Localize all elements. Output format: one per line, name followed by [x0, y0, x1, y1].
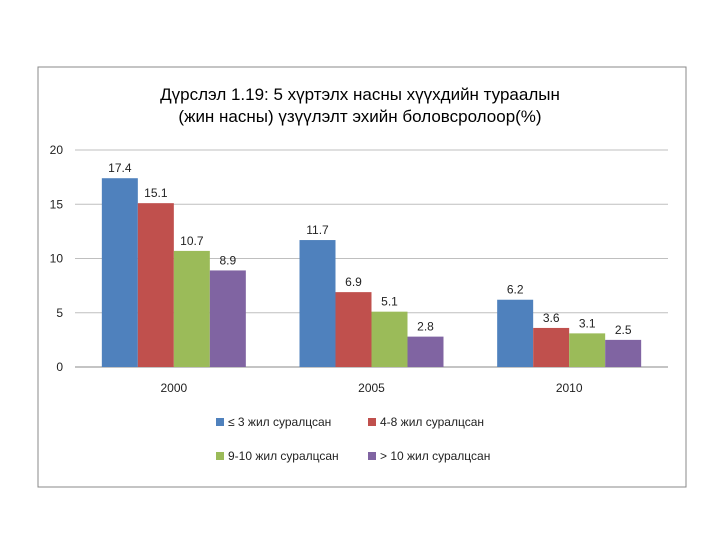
- x-axis-ticks: 2000 2005 2010: [160, 381, 582, 395]
- x-tick-label: 2005: [358, 381, 385, 395]
- data-label: 11.7: [306, 223, 329, 237]
- legend-entry: > 10 жил суралцсан: [380, 449, 490, 463]
- legend-swatch: [216, 418, 224, 426]
- data-label: 10.7: [180, 234, 204, 248]
- y-axis-ticks: 0 5 10 15 20: [50, 143, 64, 374]
- y-tick-label: 10: [50, 252, 64, 266]
- data-label: 8.9: [219, 253, 236, 267]
- data-label: 6.9: [345, 275, 362, 289]
- bar-2000-series-2: [137, 203, 174, 367]
- legend-swatch: [368, 418, 376, 426]
- bars: [101, 178, 642, 367]
- bar-2000-series-4: [209, 270, 246, 367]
- legend-entry: 9-10 жил суралцсан: [228, 449, 339, 463]
- y-tick-label: 0: [56, 360, 63, 374]
- y-tick-label: 15: [50, 197, 64, 211]
- legend-entry: ≤ 3 жил суралцсан: [228, 415, 331, 429]
- bar-2010-series-1: [497, 299, 534, 367]
- legend: ≤ 3 жил суралцсан 4-8 жил суралцсан 9-10 ж…: [216, 415, 490, 463]
- y-tick-label: 5: [56, 306, 63, 320]
- legend-entry: 4-8 жил суралцсан: [380, 415, 484, 429]
- data-label: 5.1: [381, 295, 398, 309]
- bar-2005-series-3: [371, 311, 408, 367]
- bar-2010-series-2: [533, 327, 570, 367]
- data-label: 3.6: [543, 311, 560, 325]
- y-tick-label: 20: [50, 143, 64, 157]
- data-label: 17.4: [108, 161, 132, 175]
- bar-2005-series-2: [335, 292, 372, 367]
- data-label: 3.1: [579, 316, 596, 330]
- data-label: 2.5: [615, 323, 632, 337]
- chart-title-line-2: (жин насны) үзүүлэлт эхийн боловсролоор(…: [178, 107, 541, 126]
- data-label: 15.1: [144, 186, 168, 200]
- chart-title-line-1: Дүрслэл 1.19: 5 хүртэлх насны хүүхдийн т…: [160, 85, 560, 104]
- x-tick-label: 2000: [160, 381, 187, 395]
- bar-2000-series-1: [101, 178, 138, 367]
- data-label: 6.2: [507, 283, 524, 297]
- legend-swatch: [368, 452, 376, 460]
- bar-2005-series-4: [407, 336, 444, 367]
- bar-2010-series-3: [569, 333, 606, 367]
- bar-2010-series-4: [605, 339, 642, 367]
- legend-swatch: [216, 452, 224, 460]
- bar-2005-series-1: [299, 240, 336, 367]
- x-tick-label: 2010: [556, 381, 583, 395]
- data-label: 2.8: [417, 320, 434, 334]
- bar-2000-series-3: [173, 250, 210, 367]
- data-labels: 17.4 15.1 10.7 8.9 11.7 6.9 5.1 2.8 6.2 3.6 3.1 2.5: [108, 161, 632, 337]
